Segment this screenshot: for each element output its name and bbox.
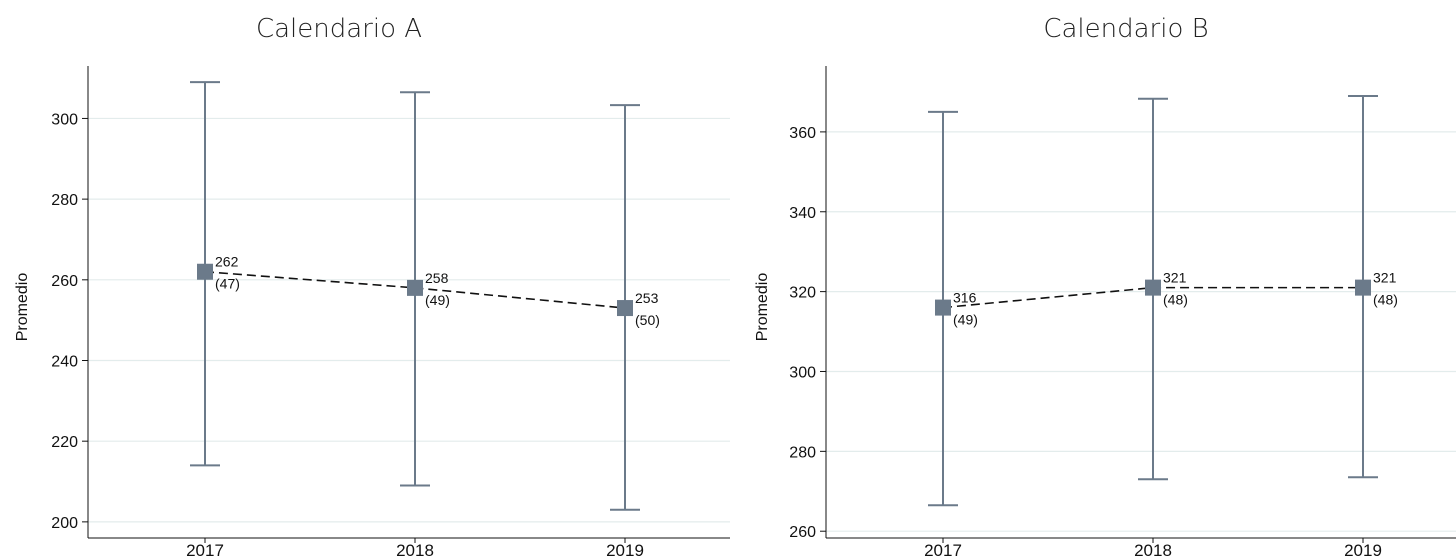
data-label-sd: (49): [953, 312, 978, 328]
data-point: [1355, 279, 1371, 296]
data-label-value: 321: [1373, 270, 1397, 286]
x-tick-label: 2017: [186, 541, 224, 558]
y-axis-label: Promedio: [14, 273, 31, 342]
y-axis-label: Promedio: [754, 273, 771, 342]
data-label-value: 316: [953, 290, 977, 306]
y-tick-label: 200: [51, 515, 78, 532]
chart-title: Calendario A: [256, 14, 422, 44]
y-tick-label: 280: [51, 192, 78, 209]
data-point: [617, 300, 633, 317]
x-tick-label: 2018: [1134, 541, 1172, 558]
y-tick-label: 340: [789, 205, 816, 222]
data-label-value: 253: [635, 290, 659, 306]
data-label-value: 321: [1163, 270, 1187, 286]
y-tick-label: 280: [789, 444, 816, 461]
data-point: [197, 263, 213, 280]
y-tick-label: 300: [789, 364, 816, 381]
chart-title: Calendario B: [1043, 14, 1208, 44]
data-point: [935, 299, 951, 316]
x-tick-label: 2019: [1344, 541, 1382, 558]
y-tick-label: 260: [789, 524, 816, 541]
data-label-sd: (47): [215, 276, 240, 292]
chart-panel-1: Calendario A 200 220 240 260 280 300 Promedio 20…: [14, 14, 730, 558]
data-label-sd: (49): [425, 292, 450, 308]
x-tick-label: 2018: [396, 541, 434, 558]
data-label-sd: (48): [1163, 292, 1188, 308]
y-tick-label: 260: [51, 273, 78, 290]
y-tick-label: 220: [51, 434, 78, 451]
data-label-value: 262: [215, 254, 239, 270]
y-tick-label: 300: [51, 111, 78, 128]
x-tick-label: 2019: [606, 541, 644, 558]
data-label-sd: (48): [1373, 292, 1398, 308]
chart-panel-2: Calendario B 260 280 300 320 340 360 Promedio 20…: [754, 14, 1456, 558]
data-label-value: 258: [425, 270, 449, 286]
y-tick-label: 360: [789, 125, 816, 142]
data-point: [407, 279, 423, 296]
data-point: [1145, 279, 1161, 296]
data-label-sd: (50): [635, 312, 660, 328]
y-tick-label: 240: [51, 353, 78, 370]
y-tick-label: 320: [789, 285, 816, 302]
x-tick-label: 2017: [924, 541, 962, 558]
